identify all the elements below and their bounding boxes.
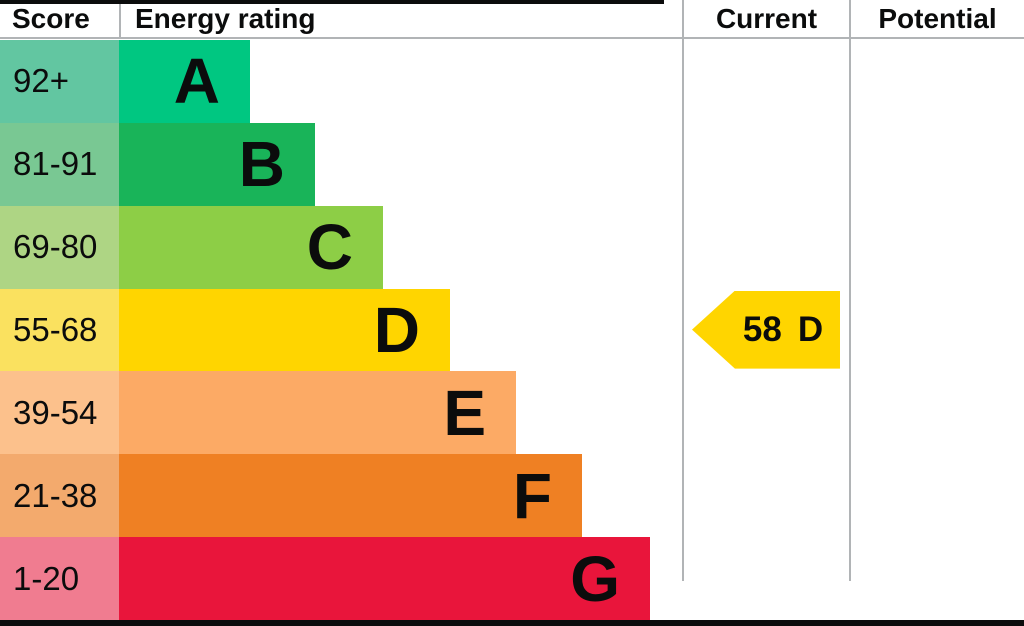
band-row-e: 39-54 E <box>0 371 682 455</box>
band-letter-d: D <box>373 294 420 366</box>
header-potential: Potential <box>878 3 997 34</box>
band-letter-c: C <box>306 211 353 284</box>
potential-column-divider <box>849 0 851 581</box>
header-score: Score <box>12 3 90 34</box>
band-bar-g: G <box>119 537 650 621</box>
rating-bands: 92+ A 81-91 B 69-80 C 55-68 D 39-54 E 21… <box>0 40 682 621</box>
band-letter-e: E <box>443 376 486 449</box>
header-row: Score Energy rating Current Potential <box>0 0 1024 38</box>
band-row-b: 81-91 B <box>0 122 682 206</box>
current-score-value: 58 <box>742 310 782 350</box>
band-bar-f: F <box>119 454 582 538</box>
score-range-d: 55-68 <box>0 288 119 372</box>
current-rating-arrow: 58 D <box>692 290 840 369</box>
band-bar-d: D <box>119 288 450 372</box>
band-row-d: 55-68 D <box>0 288 682 372</box>
current-band-letter: D <box>797 310 824 350</box>
score-range-a: 92+ <box>0 40 119 123</box>
header-current: Current <box>715 3 818 34</box>
band-letter-g: G <box>570 542 620 615</box>
score-range-e: 39-54 <box>0 371 119 455</box>
score-column-divider <box>119 0 121 37</box>
score-range-c: 69-80 <box>0 205 119 289</box>
bottom-border <box>0 620 1024 626</box>
band-row-a: 92+ A <box>0 40 682 123</box>
band-bar-b: B <box>119 122 315 206</box>
top-border <box>0 0 664 4</box>
band-letter-a: A <box>173 45 220 118</box>
band-letter-b: B <box>238 128 285 201</box>
current-column-divider <box>682 0 684 581</box>
band-bar-e: E <box>119 371 516 455</box>
band-bar-a: A <box>119 40 250 123</box>
header-bottom-divider <box>0 37 1024 39</box>
band-bar-c: C <box>119 205 383 289</box>
band-row-c: 69-80 C <box>0 205 682 289</box>
header-energy-rating: Energy rating <box>135 3 316 34</box>
score-range-g: 1-20 <box>0 537 119 621</box>
band-row-g: 1-20 G <box>0 537 682 621</box>
band-letter-f: F <box>512 459 552 532</box>
score-range-f: 21-38 <box>0 454 119 538</box>
score-range-b: 81-91 <box>0 122 119 206</box>
band-row-f: 21-38 F <box>0 454 682 538</box>
